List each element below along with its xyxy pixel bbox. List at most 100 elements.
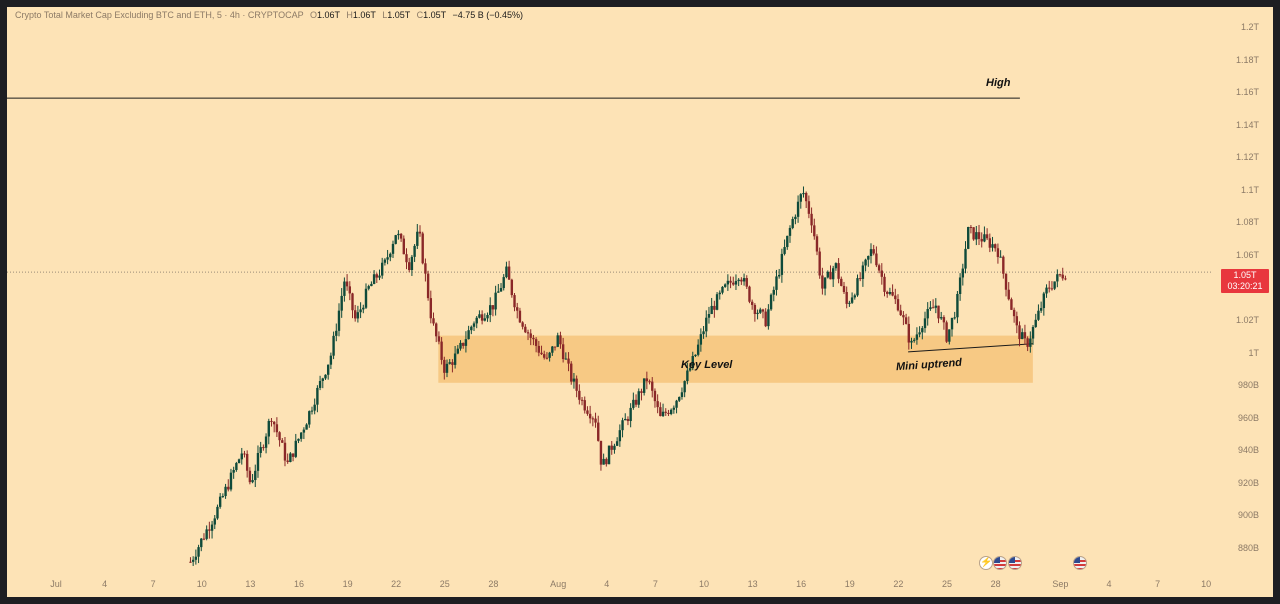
us-flag-icon[interactable]	[1008, 556, 1022, 570]
candle-down	[559, 335, 562, 345]
close-value: 1.05T	[423, 10, 446, 20]
candle-down	[437, 336, 441, 342]
candle-down	[513, 295, 516, 308]
candle-up	[1042, 293, 1046, 309]
candle-up	[691, 356, 694, 369]
candle-up	[197, 547, 200, 557]
candle-down	[353, 310, 357, 319]
candle-up	[254, 470, 257, 481]
candle-up	[316, 387, 319, 405]
us-flag-icon[interactable]	[1073, 556, 1087, 570]
candle-up	[416, 231, 419, 246]
candle-down	[1004, 273, 1008, 290]
candle-down	[597, 422, 600, 441]
candle-up	[448, 362, 451, 364]
price-tick-label: 960B	[1237, 412, 1259, 423]
candle-up	[394, 235, 397, 244]
candle-up	[337, 310, 341, 331]
us-flag-icon[interactable]	[993, 556, 1007, 570]
candle-down	[1050, 288, 1054, 290]
candle-up	[861, 265, 865, 279]
candle-down	[977, 232, 981, 239]
candle-down	[945, 322, 948, 342]
candle-up	[834, 263, 838, 269]
candle-up	[769, 294, 773, 310]
candle-up	[497, 291, 500, 293]
candle-down	[891, 291, 894, 296]
candle-down	[804, 192, 808, 202]
candle-up	[483, 318, 487, 321]
candle-up	[915, 334, 919, 340]
candle-down	[426, 273, 430, 299]
price-chart[interactable]	[7, 7, 1273, 597]
candle-down	[518, 310, 522, 323]
candle-up	[948, 329, 951, 342]
candle-up	[694, 354, 697, 357]
candle-up	[823, 277, 827, 289]
candle-down	[594, 418, 597, 423]
candle-up	[802, 192, 805, 195]
candle-up	[710, 305, 713, 315]
time-tick-label: 28	[488, 579, 499, 589]
candle-up	[680, 392, 684, 398]
candle-down	[899, 310, 902, 316]
candle-down	[516, 307, 519, 311]
candle-up	[864, 259, 867, 266]
candle-down	[1012, 309, 1016, 317]
candle-down	[1018, 325, 1021, 340]
candle-up	[467, 330, 470, 340]
candle-down	[272, 421, 276, 425]
mini-uptrend-line	[908, 343, 1033, 353]
time-tick-label: 7	[1155, 579, 1161, 589]
time-tick-label: 13	[245, 579, 256, 589]
key-level-zone	[438, 335, 1033, 383]
candle-up	[983, 234, 986, 242]
open-value: 1.06T	[316, 10, 340, 20]
candle-down	[561, 344, 565, 360]
candle-up	[237, 459, 241, 464]
candle-down	[732, 282, 735, 285]
candle-up	[702, 331, 705, 335]
candle-up	[780, 253, 784, 275]
candle-up	[699, 334, 703, 345]
time-tick-label: 22	[391, 579, 402, 589]
candle-down	[904, 317, 908, 324]
time-tick-label: 10	[698, 579, 710, 589]
candle-up	[621, 420, 624, 431]
candle-up	[232, 470, 235, 473]
time-tick-label: 7	[652, 579, 658, 589]
candle-down	[980, 238, 983, 242]
chart-pane[interactable]: Crypto Total Market Cap Excluding BTC an…	[7, 7, 1273, 597]
candle-down	[807, 201, 811, 214]
candle-down	[351, 293, 354, 311]
candle-up	[715, 294, 719, 310]
candle-up	[913, 339, 916, 341]
candle-up	[264, 436, 268, 448]
candle-down	[345, 281, 349, 287]
candle-up	[413, 245, 416, 257]
candle-up	[218, 496, 222, 507]
candle-up	[642, 378, 646, 393]
candle-down	[451, 362, 454, 365]
candle-up	[1029, 338, 1032, 347]
candle-up	[191, 559, 195, 562]
candle-up	[723, 284, 727, 287]
candle-up	[267, 420, 270, 437]
candle-down	[651, 381, 654, 391]
bolt-icon[interactable]: ⚡	[979, 556, 993, 570]
candle-down	[810, 213, 813, 226]
candle-down	[667, 412, 670, 415]
candle-up	[718, 292, 721, 295]
time-tick-label: 13	[747, 579, 758, 589]
time-tick-label: 16	[796, 579, 807, 589]
candle-up	[445, 363, 449, 373]
close-label: C	[416, 10, 424, 20]
candle-up	[386, 257, 389, 260]
candle-up	[618, 430, 622, 442]
candle-down	[634, 399, 638, 405]
candle-up	[340, 295, 343, 311]
price-tick-label: 1.1T	[1240, 184, 1259, 195]
candle-down	[537, 345, 541, 353]
candle-down	[578, 390, 581, 400]
